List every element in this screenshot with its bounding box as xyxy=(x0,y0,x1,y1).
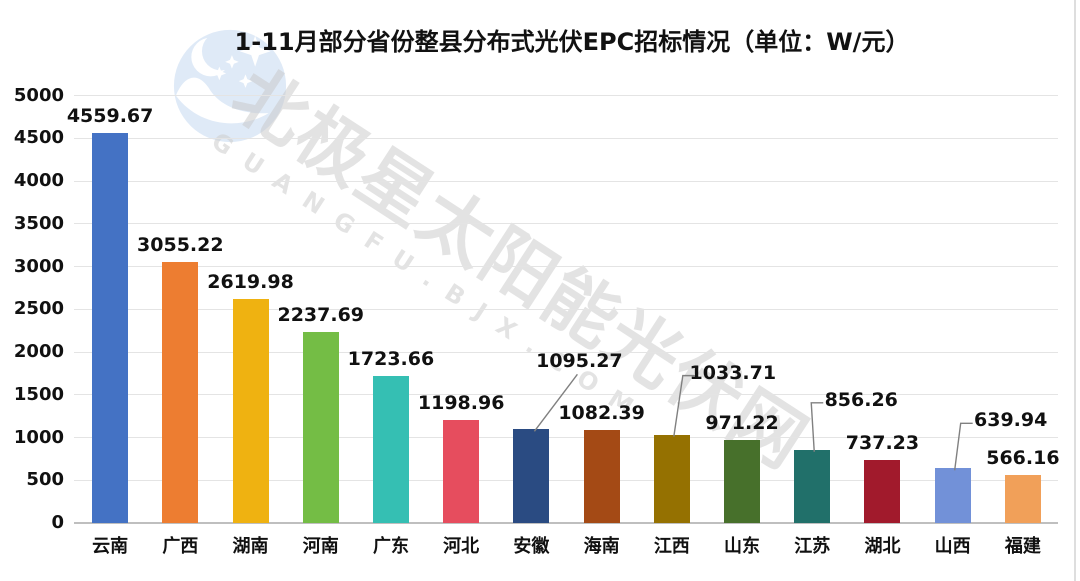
bar-12 xyxy=(864,459,901,523)
polaris-bjx-logo-icon xyxy=(173,29,287,143)
bar-8 xyxy=(583,430,620,523)
y-axis-tick-label: 0 xyxy=(51,512,64,533)
bar-value-label: 1723.66 xyxy=(347,347,435,370)
x-axis-category-label: 河北 xyxy=(443,536,480,557)
y-axis-tick-label: 3000 xyxy=(13,255,64,277)
y-axis-tick-label: 1000 xyxy=(13,426,64,448)
x-axis-category-label: 云南 xyxy=(92,536,129,557)
bar-value-label: 2619.98 xyxy=(207,270,294,293)
bar-value-label: 737.23 xyxy=(845,431,920,454)
gridline xyxy=(74,351,1058,353)
gridline xyxy=(74,137,1058,139)
bar-value-label: 639.94 xyxy=(974,409,1048,432)
bar-value-label: 1082.39 xyxy=(558,402,645,425)
x-axis-line xyxy=(74,522,1058,524)
x-axis-category-label: 山西 xyxy=(934,536,971,557)
bar-14 xyxy=(1004,474,1041,523)
x-axis-category-label: 海南 xyxy=(583,536,620,557)
chart-title: 1-11月部分省份整县分布式光伏EPC招标情况（单位：W/元） xyxy=(234,28,910,56)
bar-6 xyxy=(443,420,480,523)
bar-value-label: 856.26 xyxy=(824,388,898,411)
bar-value-label: 1033.71 xyxy=(689,361,777,384)
gridline xyxy=(74,479,1058,481)
x-axis-category-label: 福建 xyxy=(1004,536,1041,557)
bar-3 xyxy=(232,298,269,523)
bar-value-label: 566.16 xyxy=(986,446,1060,469)
x-axis-category-label: 江苏 xyxy=(794,536,831,557)
bar-value-label: 4559.67 xyxy=(66,105,154,128)
bar-13 xyxy=(934,468,971,523)
y-axis-tick-label: 2500 xyxy=(13,298,64,320)
y-axis-tick-label: 4500 xyxy=(13,127,64,149)
y-axis-tick-label: 3500 xyxy=(13,212,64,234)
y-axis-tick-label: 1500 xyxy=(13,383,64,405)
x-axis-category-label: 广东 xyxy=(372,536,409,557)
x-axis-category-label: 江西 xyxy=(653,536,690,557)
bar-4 xyxy=(302,331,339,523)
y-axis-tick-label: 4000 xyxy=(13,170,64,191)
bar-value-label: 971.22 xyxy=(705,411,779,434)
gridline xyxy=(74,180,1058,182)
bar-5 xyxy=(372,375,409,523)
bar-11 xyxy=(794,449,831,523)
bar-7 xyxy=(513,429,550,523)
bar-value-label: 1095.27 xyxy=(536,350,623,373)
y-axis-tick-label: 2000 xyxy=(13,341,64,362)
y-axis-tick-label: 500 xyxy=(26,469,64,491)
bar-value-label: 1198.96 xyxy=(417,392,505,415)
x-axis-category-label: 广西 xyxy=(162,536,199,557)
gridline xyxy=(74,266,1058,267)
bar-2 xyxy=(162,261,199,523)
x-axis-category-label: 安徽 xyxy=(513,536,550,557)
gridline xyxy=(74,95,1058,96)
gridline xyxy=(74,308,1058,310)
x-axis-category-label: 湖南 xyxy=(232,536,269,557)
bar-value-label: 3055.22 xyxy=(137,233,224,256)
page-right-border xyxy=(1074,0,1076,581)
bar-value-label: 2237.69 xyxy=(277,303,365,326)
bar-1 xyxy=(92,133,129,523)
bar-9 xyxy=(653,434,690,523)
gridline xyxy=(74,437,1058,438)
y-axis-tick-label: 5000 xyxy=(13,84,64,106)
x-axis-category-label: 山东 xyxy=(724,536,761,557)
bar-10 xyxy=(724,439,761,523)
gridline xyxy=(74,223,1058,225)
x-axis-category-label: 湖北 xyxy=(864,536,901,557)
x-axis-category-label: 河南 xyxy=(302,536,339,557)
